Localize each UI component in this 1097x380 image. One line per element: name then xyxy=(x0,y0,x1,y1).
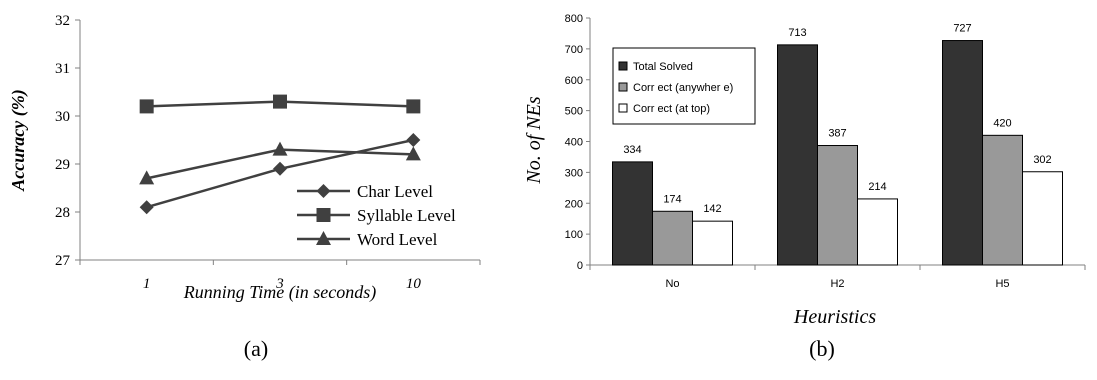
chart-a-y-tick-label: 30 xyxy=(55,109,70,125)
chart-b-x-ticks: No H2 H5 xyxy=(590,265,1085,290)
chart-a-x-tick-label: 1 xyxy=(143,276,151,292)
chart-a-legend: Char Level Syllable Level Word Level xyxy=(297,182,456,249)
legend-item-corr-ect-anywher-e-: Corr ect (anywher e) xyxy=(619,82,733,94)
legend-item-syllable-level: Syllable Level xyxy=(297,206,456,225)
chart-b-x-tick-label: H2 xyxy=(830,278,844,290)
data-point-syllable-level xyxy=(273,95,287,109)
chart-a-y-tick-label: 31 xyxy=(55,61,70,77)
chart-a-y-axis-label: Accuracy (%) xyxy=(8,89,29,191)
chart-a-x-tick-label: 10 xyxy=(406,276,422,292)
chart-a-y-ticks: 27 28 29 30 31 32 xyxy=(55,13,80,269)
bar-total-solved xyxy=(778,45,818,265)
chart-b-y-tick-label: 500 xyxy=(565,106,583,118)
data-label: 214 xyxy=(868,181,886,193)
chart-b-y-ticks: 0 100 200 300 400 500 600 700 800 xyxy=(565,13,590,272)
chart-b-y-tick-label: 600 xyxy=(565,75,583,87)
legend-label: Syllable Level xyxy=(357,206,456,225)
legend-swatch xyxy=(619,83,627,91)
chart-b-y-tick-label: 0 xyxy=(577,260,583,272)
legend-swatch xyxy=(619,62,627,70)
chart-a-y-tick-label: 28 xyxy=(55,205,70,221)
data-point-syllable-level xyxy=(406,99,420,113)
series-syllable-level xyxy=(140,95,421,114)
bar-corr-ect-at-top- xyxy=(858,199,898,265)
bar-corr-ect-anywher-e- xyxy=(818,146,858,265)
legend-label: Char Level xyxy=(357,182,433,201)
data-label: 713 xyxy=(788,27,806,39)
data-label: 420 xyxy=(993,117,1011,129)
legend-item-word-level: Word Level xyxy=(297,230,438,249)
bar-corr-ect-at-top- xyxy=(693,221,733,265)
legend-item-corr-ect-at-top-: Corr ect (at top) xyxy=(619,103,710,115)
bar-corr-ect-anywher-e- xyxy=(653,211,693,265)
legend-item-char-level: Char Level xyxy=(297,182,433,201)
legend-marker xyxy=(317,184,331,198)
chart-a-y-tick-label: 27 xyxy=(55,253,71,269)
data-label: 727 xyxy=(953,23,971,35)
bar-total-solved xyxy=(613,162,653,265)
chart-b-x-tick-label: No xyxy=(665,278,679,290)
data-label: 302 xyxy=(1033,154,1051,166)
legend-label: Corr ect (at top) xyxy=(633,103,710,115)
chart-b-y-tick-label: 700 xyxy=(565,44,583,56)
data-label: 387 xyxy=(828,128,846,140)
chart-b-y-axis-label: No. of NEs xyxy=(523,96,545,184)
chart-b-x-axis-label: Heuristics xyxy=(793,306,876,328)
data-point-syllable-level xyxy=(140,99,154,113)
data-point-char-level xyxy=(273,162,287,176)
bar-corr-ect-anywher-e- xyxy=(983,135,1023,265)
data-label: 142 xyxy=(703,203,721,215)
chart-a-x-axis-label: Running Time (in seconds) xyxy=(183,282,376,303)
legend-marker xyxy=(317,208,331,222)
data-point-char-level xyxy=(140,200,154,214)
legend-label: Total Solved xyxy=(633,61,693,73)
chart-b-legend: Total Solved Corr ect (anywher e) Corr ect… xyxy=(613,48,755,124)
chart-b-y-tick-label: 300 xyxy=(565,167,583,179)
chart-b-y-tick-label: 200 xyxy=(565,198,583,210)
legend-label: Corr ect (anywher e) xyxy=(633,82,733,94)
chart-b-y-tick-label: 400 xyxy=(565,137,583,149)
chart-b-y-tick-label: 800 xyxy=(565,13,583,25)
chart-b-bar: 0 100 200 300 400 500 600 700 800 No H2 H5 334 174 1… xyxy=(523,13,1085,361)
chart-b-y-tick-label: 100 xyxy=(565,229,583,241)
legend-swatch xyxy=(619,104,627,112)
legend-label: Word Level xyxy=(357,230,438,249)
chart-b-x-tick-label: H5 xyxy=(995,278,1009,290)
data-label: 174 xyxy=(663,193,681,205)
bar-corr-ect-at-top- xyxy=(1023,172,1063,265)
chart-a-y-tick-label: 32 xyxy=(55,13,70,29)
bar-total-solved xyxy=(943,41,983,265)
chart-a-caption: (a) xyxy=(244,336,268,361)
data-point-char-level xyxy=(406,133,420,147)
chart-b-caption: (b) xyxy=(809,336,835,361)
chart-a-y-tick-label: 29 xyxy=(55,157,70,173)
data-label: 334 xyxy=(623,144,641,156)
